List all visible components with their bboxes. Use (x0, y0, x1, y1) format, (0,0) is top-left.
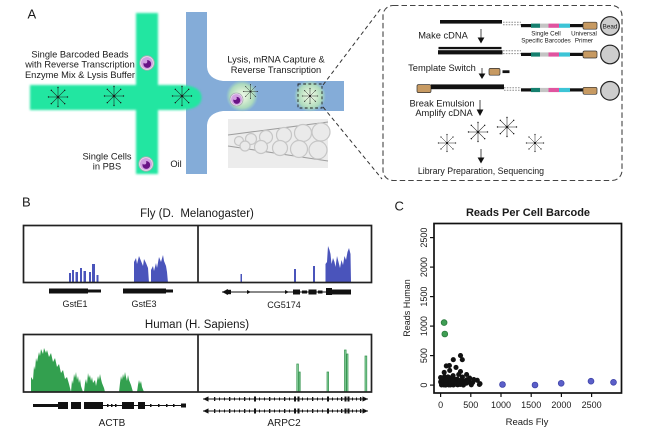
svg-text:2000: 2000 (551, 400, 571, 410)
svg-text:Bead: Bead (603, 23, 618, 30)
svg-text:ACTB: ACTB (99, 418, 126, 429)
svg-text:B: B (22, 195, 31, 210)
svg-text:Reads Fly: Reads Fly (506, 417, 549, 428)
svg-text:Single Cell: Single Cell (531, 31, 561, 38)
svg-text:GstE1: GstE1 (62, 299, 87, 309)
svg-text:Oil: Oil (170, 159, 181, 169)
svg-text:with Reverse Transcription: with Reverse Transcription (24, 60, 135, 70)
svg-text:Library Preparation, Sequencin: Library Preparation, Sequencing (418, 166, 544, 176)
svg-text:0: 0 (438, 400, 443, 410)
svg-text:Lysis, mRNA Capture &: Lysis, mRNA Capture & (227, 55, 325, 65)
svg-text:A: A (28, 7, 37, 22)
svg-text:ARPC2: ARPC2 (267, 418, 301, 429)
svg-text:500: 500 (419, 348, 429, 363)
svg-text:Primer: Primer (575, 38, 593, 45)
svg-text:Human (H. Sapiens): Human (H. Sapiens) (145, 319, 249, 331)
svg-text:Fly (D. Melanogaster): Fly (D. Melanogaster) (140, 208, 254, 220)
svg-text:GstE3: GstE3 (131, 299, 156, 309)
svg-text:Reverse Transcription: Reverse Transcription (231, 65, 321, 75)
svg-text:1500: 1500 (521, 400, 541, 410)
svg-text:Enzyme Mix & Lysis Buffer: Enzyme Mix & Lysis Buffer (25, 70, 135, 80)
svg-text:Amplify cDNA: Amplify cDNA (415, 108, 473, 118)
svg-text:1000: 1000 (491, 400, 511, 410)
svg-text:in PBS: in PBS (93, 162, 121, 172)
svg-text:1500: 1500 (419, 287, 429, 307)
svg-text:1000: 1000 (419, 316, 429, 336)
svg-text:500: 500 (463, 400, 478, 410)
svg-text:Reads Per Cell Barcode: Reads Per Cell Barcode (466, 207, 590, 219)
svg-text:CG5174: CG5174 (267, 300, 301, 310)
svg-text:0: 0 (419, 383, 429, 388)
svg-text:Single Barcoded Beads: Single Barcoded Beads (31, 50, 129, 60)
svg-text:2500: 2500 (419, 228, 429, 248)
svg-text:Template Switch: Template Switch (408, 63, 476, 73)
svg-text:C: C (395, 199, 404, 214)
svg-text:2000: 2000 (419, 257, 429, 277)
svg-text:Make cDNA: Make cDNA (418, 30, 468, 40)
svg-text:Single Cells: Single Cells (82, 152, 131, 162)
svg-text:Reads Human: Reads Human (402, 279, 412, 337)
svg-text:2500: 2500 (582, 400, 602, 410)
svg-text:Specific Barcodes: Specific Barcodes (521, 38, 571, 45)
svg-text:Break Emulsion: Break Emulsion (409, 99, 474, 109)
svg-text:Universal: Universal (571, 31, 597, 38)
